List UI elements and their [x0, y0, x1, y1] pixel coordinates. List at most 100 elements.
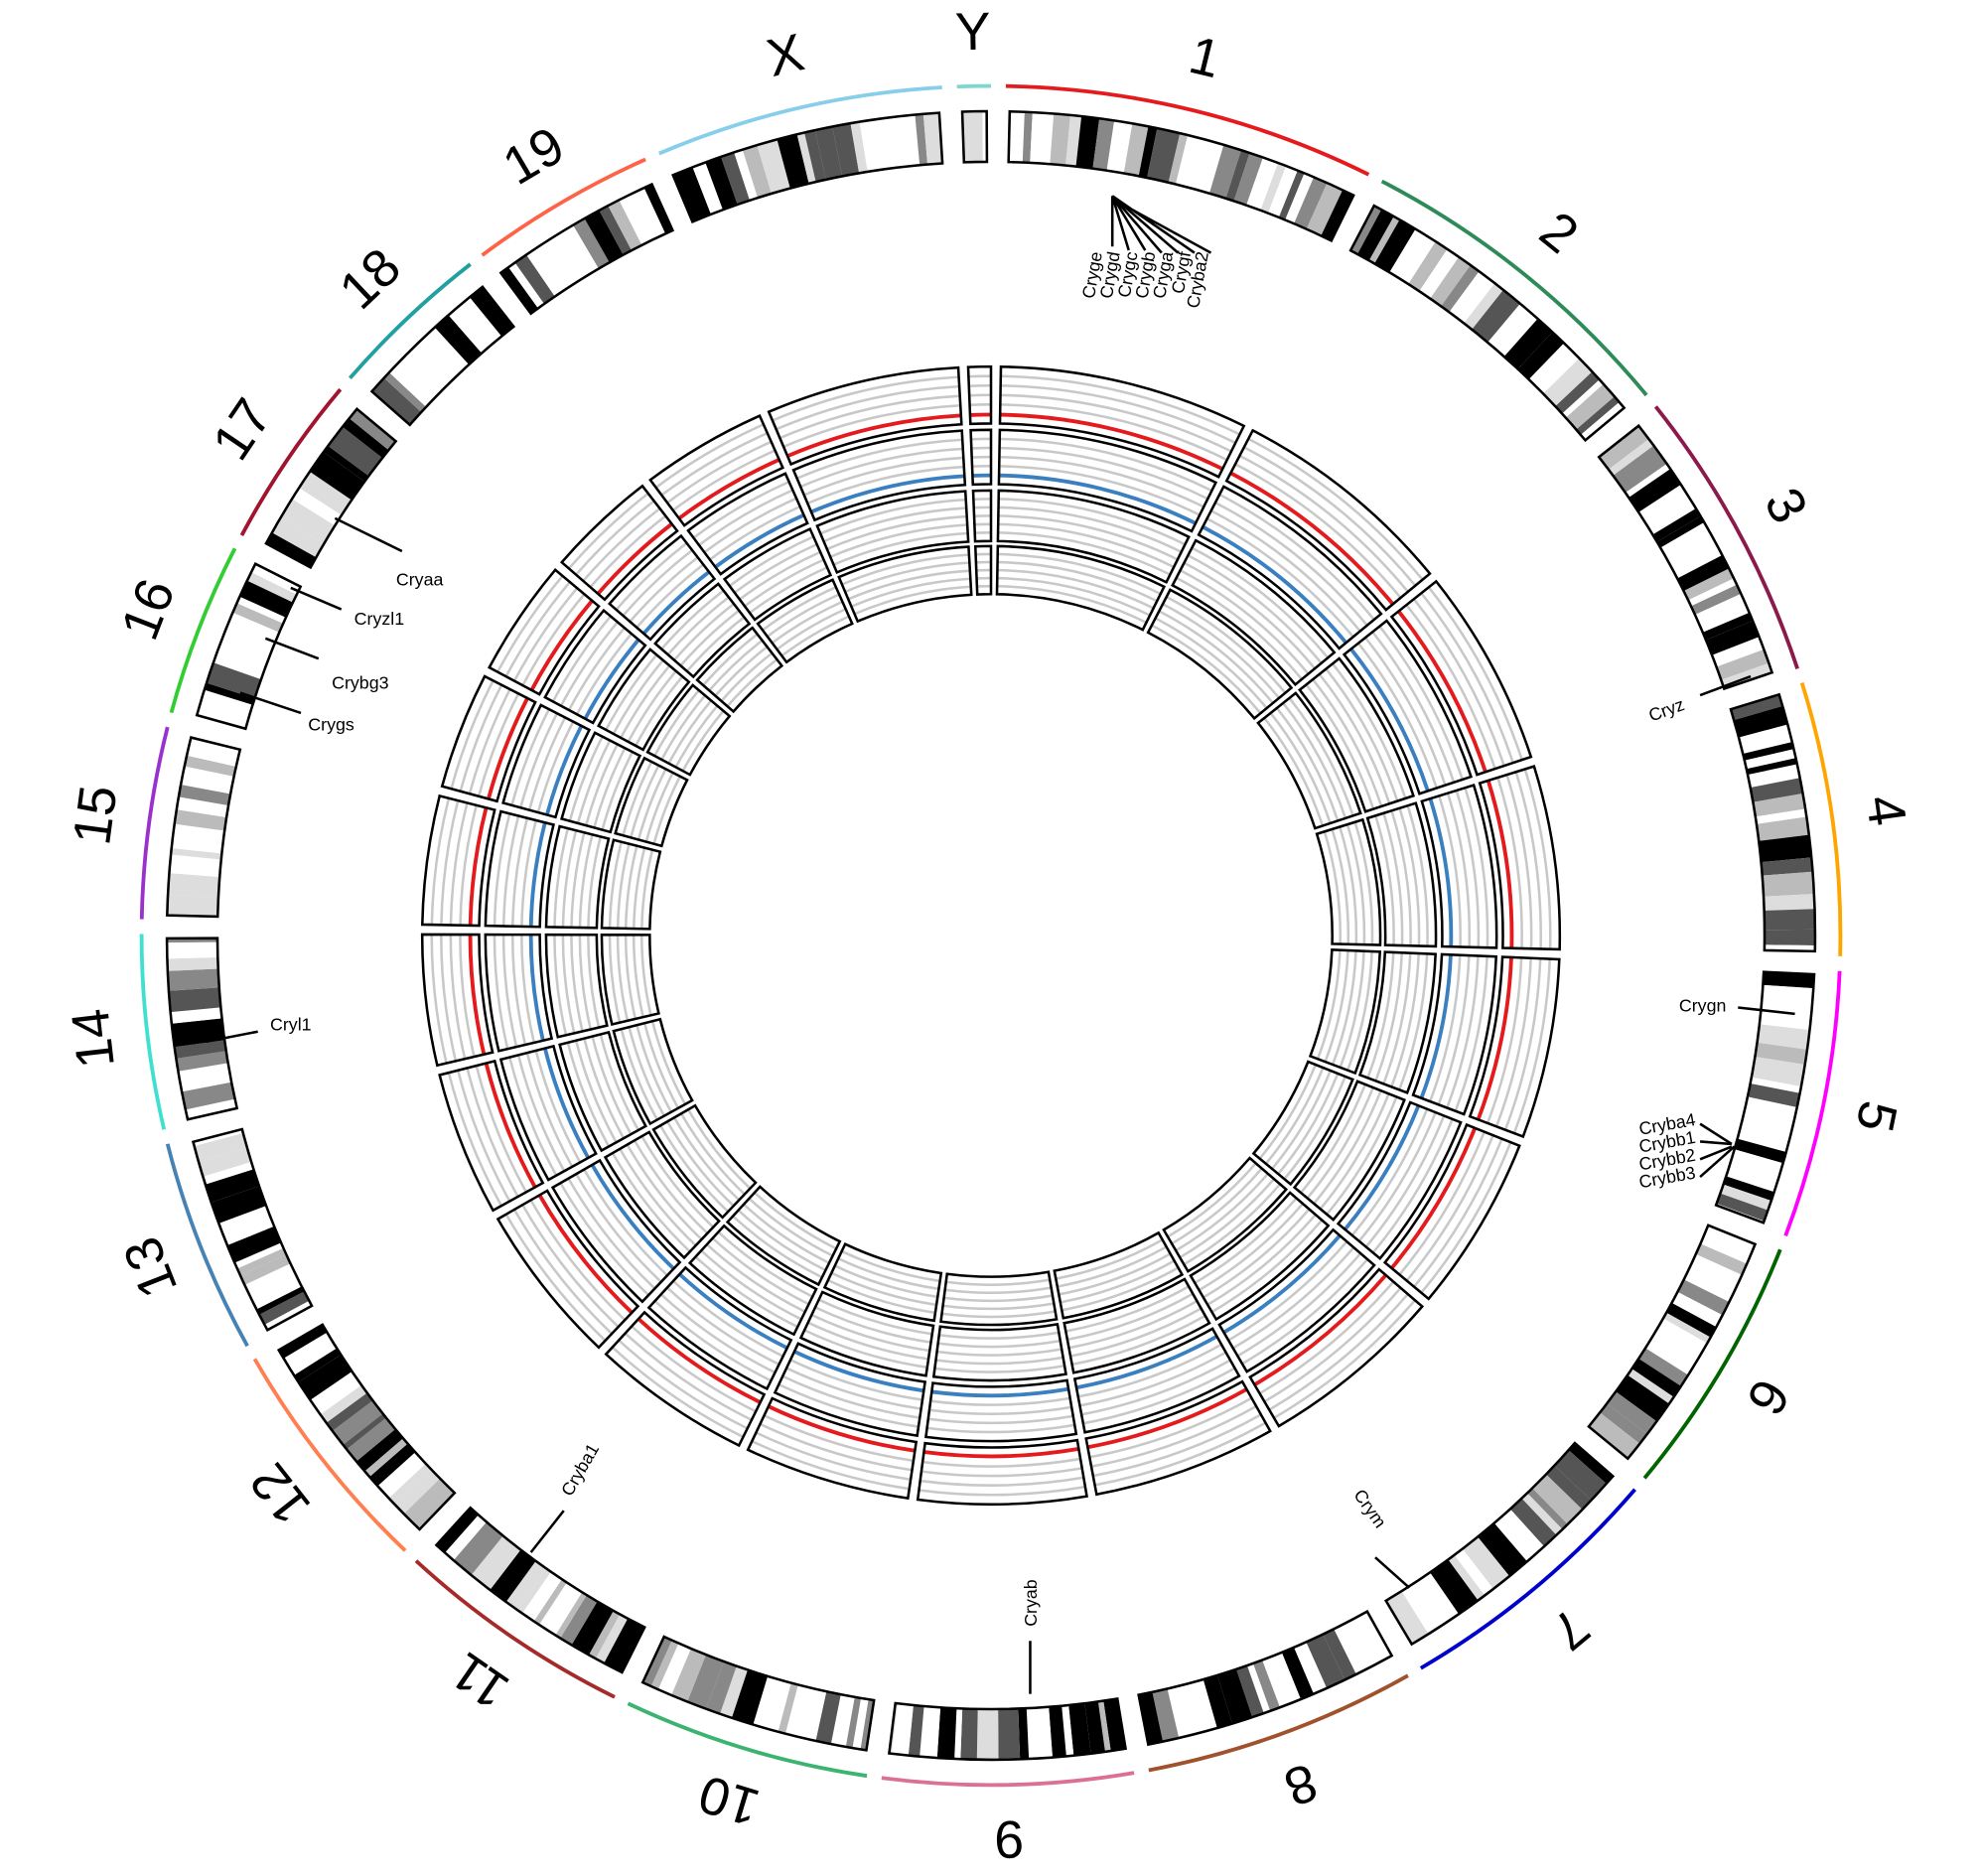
- track-grid: [997, 568, 1155, 610]
- chromosome-outline: [264, 407, 398, 570]
- band: [1068, 1703, 1091, 1756]
- band: [1168, 133, 1189, 185]
- track-outline: [501, 703, 592, 819]
- band: [1509, 1498, 1557, 1547]
- band: [167, 968, 219, 991]
- track-grid: [619, 1148, 697, 1247]
- track-grid: [660, 589, 725, 650]
- track-grid: [622, 549, 693, 617]
- track-grid: [919, 1485, 1086, 1497]
- track-grid: [1300, 1083, 1367, 1194]
- band: [445, 1515, 487, 1561]
- band: [608, 200, 642, 251]
- track-outline: [420, 794, 496, 928]
- band: [178, 1063, 232, 1092]
- track-grid: [578, 935, 593, 1030]
- track-grid: [1332, 662, 1407, 799]
- track-grid: [1319, 1092, 1390, 1211]
- band: [1638, 1348, 1689, 1386]
- track-outline: [1308, 948, 1382, 1076]
- track-grid: [1082, 1367, 1236, 1425]
- track-grid: [767, 593, 840, 638]
- track-grid: [926, 1423, 1075, 1434]
- track-grid: [477, 692, 520, 797]
- band: [571, 1601, 614, 1656]
- track-baseline: [590, 1163, 675, 1270]
- chromosome-label: Y: [954, 3, 991, 63]
- track-outline: [496, 1189, 640, 1350]
- track-grid: [1263, 717, 1325, 826]
- band: [388, 357, 440, 407]
- leader-line: [239, 691, 302, 715]
- chromosome-outline: [1383, 1441, 1616, 1647]
- chromosome-arc: [881, 1771, 1135, 1788]
- track-grid: [591, 1036, 633, 1135]
- track-grid: [635, 675, 684, 747]
- chromosome-label: 12: [239, 1452, 322, 1534]
- track-grid: [999, 446, 1208, 501]
- track-grid: [803, 1329, 927, 1370]
- band: [283, 1332, 338, 1375]
- band: [205, 1169, 259, 1203]
- chromosome-outline: [887, 1697, 1128, 1762]
- band: [201, 689, 253, 716]
- band: [635, 188, 666, 238]
- gene-label: Crygs: [308, 715, 354, 735]
- track-grid: [1512, 958, 1552, 1134]
- chromosome-arc: [139, 934, 167, 1130]
- track-grid: [559, 1182, 650, 1296]
- track-grid: [1364, 637, 1447, 787]
- band: [796, 132, 816, 184]
- ideogram: [139, 83, 1843, 1788]
- band: [1728, 1149, 1783, 1187]
- track-grid: [493, 812, 511, 927]
- band: [1734, 1138, 1786, 1164]
- band: [1616, 1374, 1669, 1422]
- track-grid: [929, 1396, 1070, 1406]
- track-segment: [1249, 1269, 1423, 1427]
- band: [1671, 1291, 1723, 1328]
- track-grid: [1277, 1073, 1340, 1175]
- track-baseline: [637, 1317, 762, 1404]
- band: [860, 1699, 875, 1751]
- band: [1683, 568, 1734, 601]
- band: [1430, 1559, 1479, 1615]
- band: [1334, 1626, 1363, 1674]
- band: [171, 823, 225, 854]
- track-grid: [583, 1168, 668, 1277]
- track-outline: [420, 933, 495, 1068]
- band: [1340, 1618, 1378, 1671]
- track-grid: [1166, 595, 1287, 694]
- track-grid: [1405, 1134, 1494, 1282]
- track-baseline: [714, 512, 805, 569]
- band: [731, 1669, 769, 1725]
- gene-label: Crym: [1349, 1486, 1390, 1531]
- band: [182, 1082, 235, 1110]
- band: [891, 1703, 914, 1756]
- chromosome-arc: [165, 1143, 249, 1348]
- band: [555, 1592, 587, 1639]
- track-grid: [493, 935, 509, 1050]
- band: [349, 408, 396, 451]
- band: [168, 873, 220, 898]
- track-grid: [551, 615, 612, 703]
- track-grid: [944, 1286, 1052, 1295]
- band: [310, 1371, 362, 1415]
- track-grid: [1437, 955, 1471, 1105]
- track-grid: [1071, 1314, 1206, 1367]
- track-grid: [698, 489, 793, 546]
- band: [1018, 1708, 1030, 1760]
- band: [1472, 289, 1520, 343]
- track-outline: [756, 578, 854, 664]
- band: [1638, 485, 1691, 527]
- track-grid: [778, 1382, 920, 1428]
- track-grid: [1269, 712, 1332, 824]
- track-grid: [1000, 374, 1241, 436]
- band: [1536, 351, 1580, 394]
- band: [505, 1560, 547, 1611]
- chromosome-arc: [1148, 1673, 1409, 1773]
- band: [792, 1686, 813, 1738]
- track-grid: [1331, 950, 1357, 1066]
- band: [1608, 439, 1654, 476]
